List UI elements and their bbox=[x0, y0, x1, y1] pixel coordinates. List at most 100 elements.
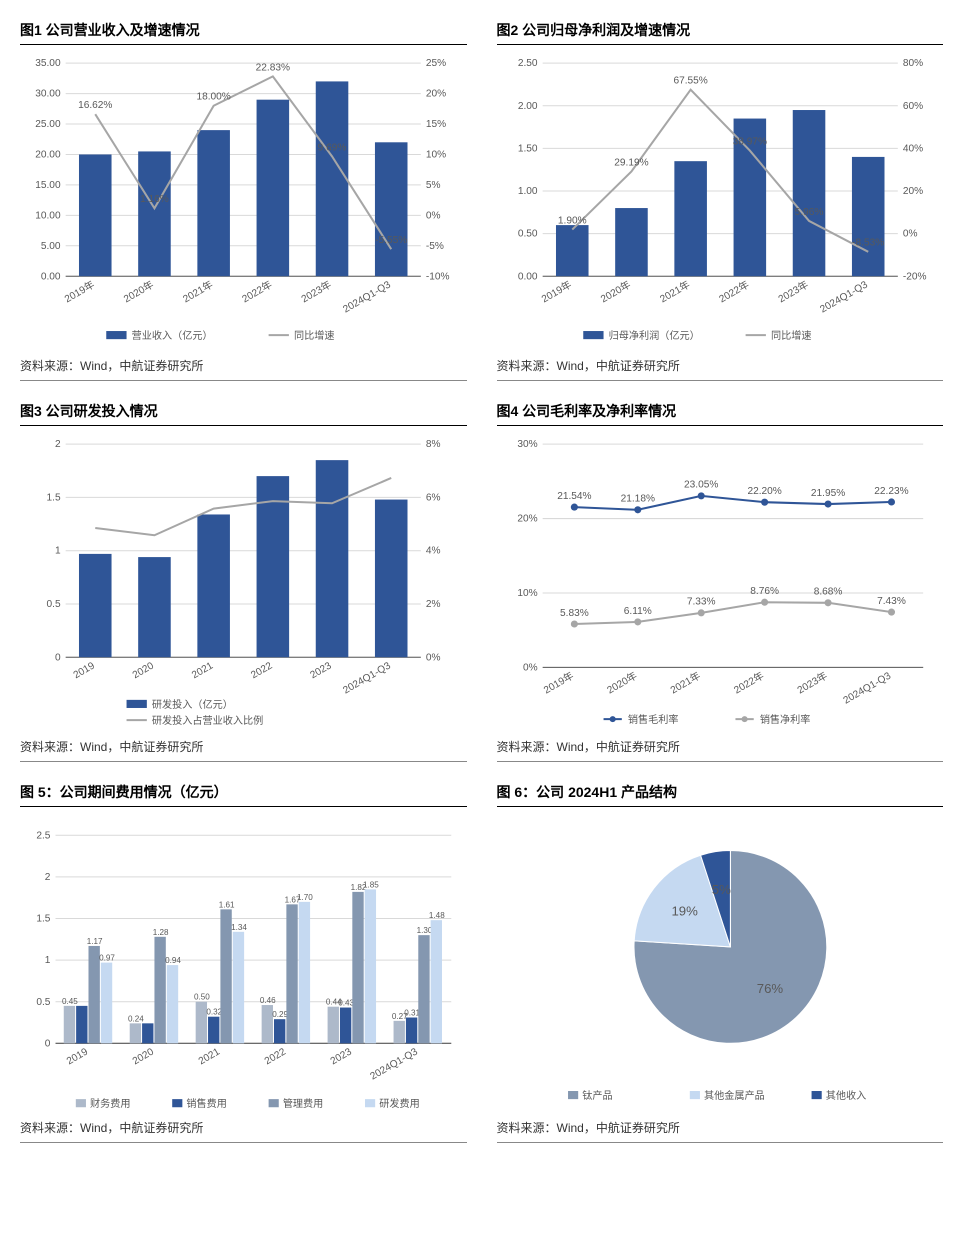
svg-text:2.5: 2.5 bbox=[36, 830, 50, 841]
svg-text:其他金属产品: 其他金属产品 bbox=[704, 1089, 765, 1102]
svg-text:管理费用: 管理费用 bbox=[283, 1097, 324, 1110]
svg-text:2020年: 2020年 bbox=[598, 278, 633, 306]
svg-text:0.94: 0.94 bbox=[165, 956, 181, 965]
svg-text:4%: 4% bbox=[426, 546, 441, 557]
chart2-svg: 0.000.501.001.502.002.50-20%0%20%40%60%8… bbox=[497, 53, 943, 357]
svg-text:6%: 6% bbox=[426, 492, 441, 503]
chart3-source: 资料来源：Wind，中航证券研究所 bbox=[20, 738, 467, 762]
svg-text:同比增速: 同比增速 bbox=[294, 329, 335, 342]
svg-text:-20%: -20% bbox=[902, 271, 926, 282]
svg-text:7.33%: 7.33% bbox=[686, 597, 715, 608]
svg-text:财务费用: 财务费用 bbox=[90, 1097, 131, 1110]
svg-text:1: 1 bbox=[55, 546, 61, 557]
svg-text:76%: 76% bbox=[756, 981, 783, 996]
chart4-title: 图4 公司毛利率及净利率情况 bbox=[497, 401, 944, 426]
svg-text:22.20%: 22.20% bbox=[747, 486, 781, 497]
svg-text:钛产品: 钛产品 bbox=[582, 1089, 612, 1102]
svg-text:1.61: 1.61 bbox=[219, 900, 235, 909]
panel-chart2: 图2 公司归母净利润及增速情况 0.000.501.001.502.002.50… bbox=[497, 20, 944, 381]
svg-text:销售费用: 销售费用 bbox=[186, 1097, 227, 1110]
svg-text:1.5: 1.5 bbox=[47, 492, 61, 503]
svg-text:20%: 20% bbox=[426, 89, 446, 100]
svg-text:归母净利润（亿元）: 归母净利润（亿元） bbox=[608, 329, 699, 342]
chart6-source: 资料来源：Wind，中航证券研究所 bbox=[497, 1119, 944, 1143]
chart5-svg: 00.511.522.50.451.170.9720190.241.280.94… bbox=[20, 815, 466, 1119]
svg-text:22.83%: 22.83% bbox=[256, 62, 290, 73]
svg-text:1.48: 1.48 bbox=[429, 911, 445, 920]
svg-text:2021年: 2021年 bbox=[667, 669, 702, 697]
svg-text:21.18%: 21.18% bbox=[620, 494, 654, 505]
svg-text:16.62%: 16.62% bbox=[78, 100, 112, 111]
svg-text:0%: 0% bbox=[522, 662, 537, 673]
chart1-source: 资料来源：Wind，中航证券研究所 bbox=[20, 357, 467, 381]
svg-text:同比增速: 同比增速 bbox=[770, 329, 811, 342]
svg-text:2019年: 2019年 bbox=[541, 669, 576, 697]
svg-text:0.00: 0.00 bbox=[517, 271, 537, 282]
svg-text:0.29: 0.29 bbox=[272, 1010, 288, 1019]
svg-text:2024Q1-Q3: 2024Q1-Q3 bbox=[841, 670, 893, 706]
svg-text:10%: 10% bbox=[517, 588, 537, 599]
svg-text:2: 2 bbox=[45, 872, 51, 883]
svg-text:1.50: 1.50 bbox=[517, 143, 537, 154]
svg-text:8%: 8% bbox=[426, 439, 441, 450]
svg-text:2023: 2023 bbox=[309, 660, 334, 681]
svg-text:20.00: 20.00 bbox=[35, 150, 61, 161]
svg-text:18.00%: 18.00% bbox=[196, 92, 230, 103]
chart3-title: 图3 公司研发投入情况 bbox=[20, 401, 467, 426]
svg-text:1.16%: 1.16% bbox=[140, 194, 169, 205]
svg-text:5%: 5% bbox=[426, 180, 441, 191]
chart2-source: 资料来源：Wind，中航证券研究所 bbox=[497, 357, 944, 381]
svg-text:2021: 2021 bbox=[197, 1046, 222, 1067]
svg-text:2021年: 2021年 bbox=[180, 278, 215, 306]
svg-text:2%: 2% bbox=[426, 599, 441, 610]
svg-text:25%: 25% bbox=[426, 58, 446, 69]
svg-text:30%: 30% bbox=[517, 439, 537, 450]
svg-text:0.31: 0.31 bbox=[404, 1008, 420, 1017]
svg-text:0%: 0% bbox=[902, 229, 917, 240]
panel-chart3: 图3 公司研发投入情况 00.511.520%2%4%6%8%201920202… bbox=[20, 401, 467, 762]
svg-text:1.70: 1.70 bbox=[297, 893, 313, 902]
svg-text:21.54%: 21.54% bbox=[557, 491, 591, 502]
svg-text:销售净利率: 销售净利率 bbox=[759, 713, 810, 726]
chart1-title: 图1 公司营业收入及增速情况 bbox=[20, 20, 467, 45]
svg-text:2019: 2019 bbox=[72, 660, 97, 681]
svg-text:38.97%: 38.97% bbox=[732, 136, 766, 147]
svg-text:2021年: 2021年 bbox=[657, 278, 692, 306]
svg-text:-10%: -10% bbox=[426, 271, 450, 282]
svg-text:21.95%: 21.95% bbox=[810, 488, 844, 499]
svg-text:2019: 2019 bbox=[65, 1046, 90, 1067]
svg-text:-5.55%: -5.55% bbox=[375, 235, 407, 246]
panel-chart5: 图 5：公司期间费用情况（亿元） 00.511.522.50.451.170.9… bbox=[20, 782, 467, 1143]
svg-text:0: 0 bbox=[45, 1038, 51, 1049]
svg-text:1.85: 1.85 bbox=[363, 880, 379, 889]
svg-text:0.32: 0.32 bbox=[206, 1008, 222, 1017]
svg-text:0.50: 0.50 bbox=[194, 993, 210, 1002]
svg-text:0%: 0% bbox=[426, 652, 441, 663]
svg-text:20%: 20% bbox=[902, 186, 922, 197]
svg-text:10%: 10% bbox=[426, 150, 446, 161]
svg-text:1.34: 1.34 bbox=[231, 923, 247, 932]
svg-text:1.00: 1.00 bbox=[517, 186, 537, 197]
svg-text:其他收入: 其他收入 bbox=[825, 1089, 865, 1102]
svg-text:0.24: 0.24 bbox=[128, 1014, 144, 1023]
svg-text:2020年: 2020年 bbox=[121, 278, 156, 306]
svg-text:5%: 5% bbox=[711, 882, 730, 897]
svg-text:-8.53%: -8.53% bbox=[852, 238, 884, 249]
svg-text:0.50: 0.50 bbox=[517, 229, 537, 240]
chart6-svg: 76%19%5%钛产品其他金属产品其他收入 bbox=[497, 815, 943, 1119]
svg-text:8.68%: 8.68% bbox=[813, 587, 842, 598]
svg-text:营业收入（亿元）: 营业收入（亿元） bbox=[132, 329, 213, 342]
svg-text:2024Q1-Q3: 2024Q1-Q3 bbox=[368, 1046, 420, 1082]
panel-chart1: 图1 公司营业收入及增速情况 0.005.0010.0015.0020.0025… bbox=[20, 20, 467, 381]
svg-text:2021: 2021 bbox=[190, 660, 215, 681]
svg-text:2022年: 2022年 bbox=[240, 278, 275, 306]
svg-text:0: 0 bbox=[55, 652, 61, 663]
svg-text:80%: 80% bbox=[902, 58, 922, 69]
svg-text:25.00: 25.00 bbox=[35, 119, 61, 130]
svg-text:0.45: 0.45 bbox=[62, 997, 78, 1006]
chart6-title: 图 6：公司 2024H1 产品结构 bbox=[497, 782, 944, 807]
svg-text:0.00: 0.00 bbox=[41, 271, 61, 282]
svg-text:研发投入（亿元）: 研发投入（亿元） bbox=[152, 698, 233, 711]
chart5-title: 图 5：公司期间费用情况（亿元） bbox=[20, 782, 467, 807]
svg-text:2022: 2022 bbox=[263, 1046, 288, 1067]
